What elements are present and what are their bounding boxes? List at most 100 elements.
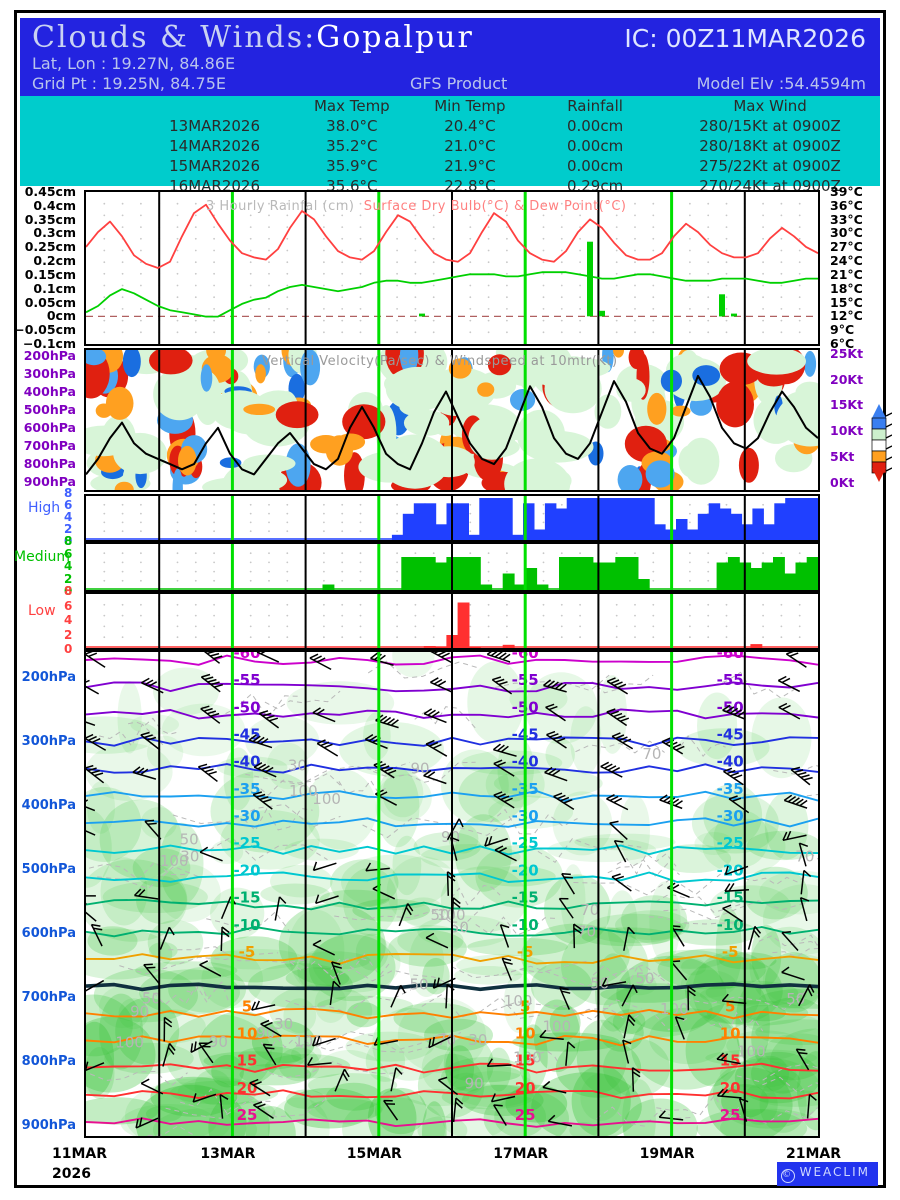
rain-axis-tick: 0.4cm [33, 197, 76, 213]
date-axis: 11MAR 13MAR 15MAR 17MAR 19MAR 21MAR 2026 [0, 1140, 900, 1200]
svg-text:90: 90 [130, 1003, 149, 1021]
svg-text:100: 100 [115, 1033, 144, 1051]
upper-air-pressure-tick: 200hPa [21, 670, 76, 685]
svg-text:-15: -15 [717, 889, 744, 907]
svg-text:90: 90 [465, 1075, 484, 1093]
svg-text:-35: -35 [717, 780, 744, 798]
temp-axis-tick: 21°C [830, 266, 863, 282]
rain-axis-tick: 0.05cm [24, 294, 76, 310]
svg-text:30: 30 [180, 847, 199, 865]
upper-air-pressure-tick: 500hPa [21, 862, 76, 877]
svg-text:-45: -45 [717, 726, 744, 744]
cell-max-wind: 280/18Kt at 0900Z [699, 137, 841, 155]
rain-axis-tick: 0.25cm [24, 239, 76, 255]
cell-rainfall: 0.00cm [566, 117, 624, 135]
svg-text:-25: -25 [233, 834, 260, 852]
svg-text:-30: -30 [717, 807, 744, 825]
brand-label: WEACLIM [799, 1165, 870, 1179]
temp-axis-tick: 36°C [830, 197, 863, 213]
svg-text:50: 50 [431, 906, 450, 924]
cloud-axis-tick: 8 [64, 584, 73, 598]
upper-air-pressure-tick: 700hPa [21, 990, 76, 1005]
svg-text:-55: -55 [717, 671, 744, 689]
rain-axis-tick: 0.35cm [24, 211, 76, 227]
cloud-axis-tick: 8 [64, 486, 73, 500]
svg-text:70: 70 [580, 901, 599, 919]
col-rainfall: Rainfall [567, 97, 623, 115]
svg-text:-35: -35 [233, 780, 260, 798]
windspeed-tick: 20Kt [830, 371, 864, 387]
col-date [20, 96, 294, 116]
cloud-axis-tick: 4 [64, 559, 73, 573]
vv-pressure-tick: 500hPa [23, 402, 76, 417]
cloud-axis-tick: 6 [64, 498, 73, 512]
medium-cloud-panel [84, 542, 820, 592]
cell-date: 14MAR2026 [169, 137, 260, 155]
upper-air-pressure-tick: 400hPa [21, 798, 76, 813]
svg-text:100: 100 [160, 852, 189, 870]
svg-text:-50: -50 [717, 698, 744, 716]
cell-rainfall: 0.00cm [566, 157, 624, 175]
svg-text:100: 100 [660, 1000, 689, 1018]
vv-pressure-tick: 400hPa [23, 384, 76, 399]
temp-axis-tick: 6°C [830, 336, 855, 351]
svg-text:20: 20 [237, 1079, 258, 1097]
svg-text:100: 100 [294, 1033, 323, 1051]
svg-text:50: 50 [590, 974, 609, 992]
temp-axis-tick: 24°C [830, 253, 863, 269]
cloud-axis-tick: 2 [64, 571, 73, 586]
windspeed-tick: 0Kt [830, 474, 855, 490]
svg-text:50: 50 [410, 976, 429, 994]
temp-axis-tick: 15°C [830, 294, 863, 310]
temp-axis-tick: 18°C [830, 280, 863, 296]
medium-cloud-plot [86, 544, 818, 590]
windspeed-tick: 5Kt [830, 448, 855, 464]
vv-pressure-tick: 900hPa [23, 474, 76, 489]
high-cloud-plot [86, 496, 818, 540]
rain-axis-tick: 0cm [46, 308, 76, 324]
svg-text:90: 90 [256, 1024, 275, 1042]
svg-text:10: 10 [720, 1025, 741, 1043]
svg-text:30: 30 [288, 756, 307, 774]
cloud-axis-tick: 4 [64, 510, 73, 524]
cell-max-wind: 280/15Kt at 0900Z [699, 117, 841, 135]
cloud-group-label-low: Low [28, 603, 56, 619]
svg-text:25: 25 [720, 1106, 741, 1124]
date-axis-tick: 11MAR [52, 1146, 108, 1162]
cloud-axis-tick: 2 [64, 522, 73, 536]
cloud-axis-tick: 6 [64, 546, 73, 561]
svg-text:-20: -20 [233, 861, 260, 879]
svg-text:100: 100 [312, 790, 341, 808]
svg-text:-30: -30 [233, 807, 260, 825]
page-border [14, 10, 886, 1188]
temp-axis-tick: 9°C [830, 322, 855, 338]
vv-pressure-tick: 200hPa [23, 348, 76, 363]
date-axis-tick: 15MAR [346, 1146, 402, 1162]
cell-min-temp: 20.4°C [444, 117, 496, 135]
svg-text:30: 30 [468, 1031, 487, 1049]
svg-text:100: 100 [513, 1048, 542, 1066]
rain-axis-tick: 0.2cm [33, 253, 76, 269]
temp-axis-tick: 12°C [830, 308, 863, 324]
date-axis-tick: 19MAR [639, 1146, 695, 1162]
model-elevation-label: Model Elv :54.4594m [696, 74, 866, 93]
upper-air-pressure-tick: 300hPa [21, 734, 76, 749]
table-row: 14MAR2026 35.2°C 21.0°C 0.00cm 280/18Kt … [20, 136, 880, 156]
table-header-row: Max Temp Min Temp Rainfall Max Wind [20, 96, 880, 116]
svg-text:-25: -25 [717, 834, 744, 852]
svg-text:90: 90 [441, 828, 460, 846]
svg-text:70: 70 [795, 848, 814, 866]
date-axis-tick: 17MAR [493, 1146, 549, 1162]
cloud-group-label-high: High [28, 500, 61, 516]
date-axis-tick: 13MAR [200, 1146, 256, 1162]
svg-text:100: 100 [289, 782, 318, 800]
svg-text:-60: -60 [717, 652, 744, 662]
upper-air-pressure-tick: 900hPa [21, 1118, 76, 1133]
svg-text:15: 15 [237, 1052, 258, 1070]
cell-max-temp: 38.0°C [326, 117, 378, 135]
svg-text:30: 30 [274, 1015, 293, 1033]
svg-text:-60: -60 [233, 652, 260, 662]
svg-text:100: 100 [504, 992, 533, 1010]
temp-axis-tick: 30°C [830, 225, 863, 241]
